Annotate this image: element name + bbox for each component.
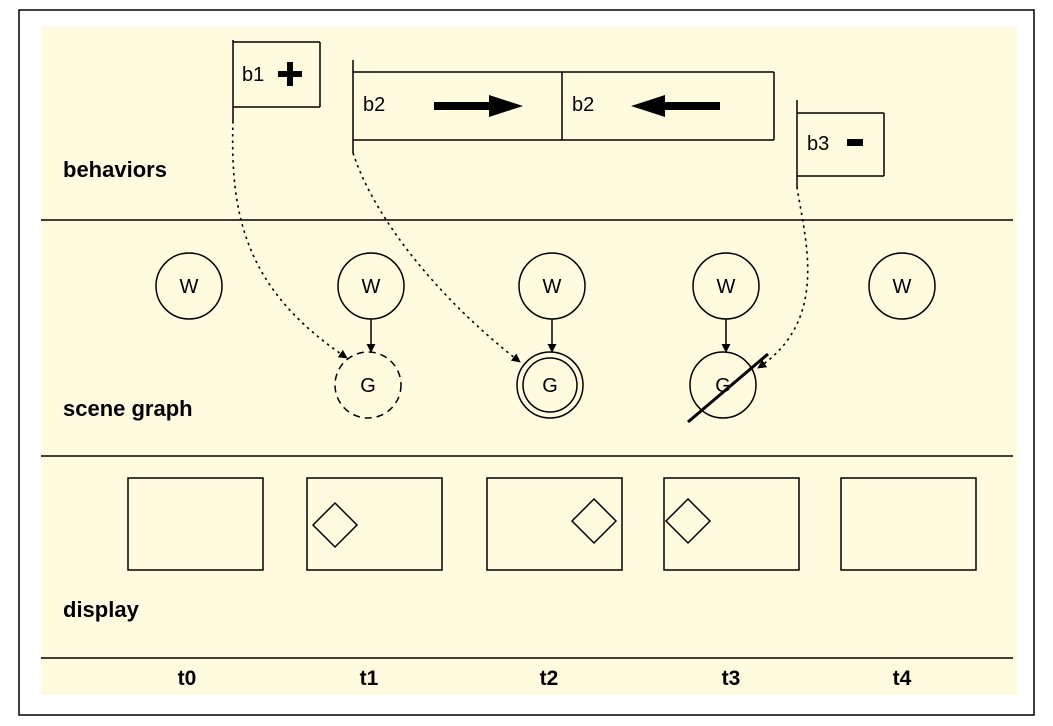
g-node-modified: G [516, 351, 584, 419]
w-node-label: W [717, 276, 736, 298]
diamond-shape [311, 501, 359, 549]
time-label-t2: t2 [540, 667, 559, 690]
g-node-label: G [715, 375, 731, 397]
g-node-removed: G [687, 351, 769, 424]
w-node-label: W [893, 276, 912, 298]
row-label-behaviors: behaviors [63, 157, 167, 182]
arrow-left-icon [631, 95, 720, 117]
row-label-display: display [63, 597, 140, 622]
time-label-t1: t1 [360, 667, 379, 690]
time-label-t3: t3 [722, 667, 741, 690]
display-frame-t4 [840, 477, 977, 571]
behavior-b1: b1 [232, 40, 321, 121]
behavior-b3-label: b3 [807, 133, 829, 155]
time-label-t0: t0 [178, 667, 197, 690]
row-label-scene-graph: scene graph [63, 396, 193, 421]
behavior-b2-left-label: b2 [572, 94, 594, 116]
display-frame-t0 [127, 477, 264, 571]
minus-icon [847, 139, 863, 146]
diamond-shape [570, 497, 618, 545]
b1-effect-arrow [231, 120, 348, 359]
strike-line [687, 352, 769, 424]
behavior-b3: b3 [796, 100, 885, 187]
diamond-shape [664, 497, 712, 545]
behavior-b2-right-label: b2 [363, 94, 385, 116]
b3-effect-arrow [757, 186, 809, 369]
g-node-label: G [360, 375, 376, 397]
behavior-b2-right: b2 [352, 60, 562, 153]
g-node-label: G [542, 375, 558, 397]
display-frame-t2 [486, 477, 623, 571]
w-node-label: W [362, 276, 381, 298]
g-node-added: G [334, 351, 402, 419]
w-node-label: W [180, 276, 199, 298]
background-panel [41, 27, 1017, 695]
time-label-t4: t4 [893, 667, 912, 690]
b2-effect-arrow [352, 152, 521, 363]
display-frame-t1 [306, 477, 443, 571]
w-node-label: W [543, 276, 562, 298]
w-node-t0: W [155, 252, 223, 320]
plus-icon [278, 62, 302, 86]
behavior-b2-left: b2 [561, 71, 775, 141]
arrow-right-icon [434, 95, 523, 117]
behavior-b1-label: b1 [242, 64, 264, 86]
w-node-t4: W [868, 252, 936, 320]
display-frame-t3 [663, 477, 800, 571]
